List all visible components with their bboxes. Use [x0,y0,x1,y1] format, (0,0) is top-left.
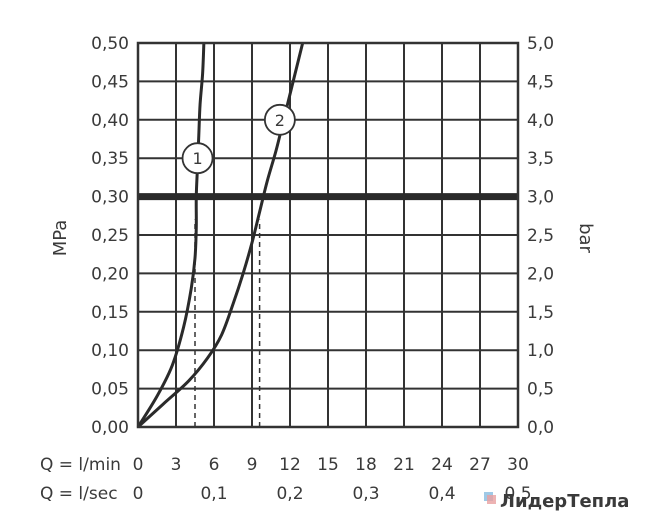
y-tick-label-left: 0,00 [91,418,129,438]
x-tick-label-lpm: 12 [279,455,301,475]
y-axis-right-label: bar [575,223,596,253]
watermark-logo-icon [484,492,496,504]
y-tick-label-right: 1,0 [527,341,554,361]
plot-frame [136,41,520,429]
x-tick-label-lpm: 24 [431,455,453,475]
y-tick-label-right: 0,0 [527,418,554,438]
watermark: ЛидерТепла [484,491,629,512]
x-tick-label-lpm: 9 [247,455,258,475]
curve-1 [136,42,206,428]
x-axis-row-label-lpm: Q = l/min [40,455,121,475]
curve-marker-label-2: 2 [275,111,285,130]
x-tick-label-lps: 0,4 [428,484,455,504]
y-axis-left-tick-labels: 0,00 0,05 0,10 0,15 0,20 0,25 0,30 0,35 0,40 0,45… [91,34,129,438]
y-tick-label-right: 1,5 [527,303,554,323]
y-tick-label-left: 0,25 [91,226,129,246]
y-tick-label-right: 3,0 [527,188,554,208]
y-tick-label-left: 0,05 [91,380,129,400]
curve-marker-circle-1 [181,142,214,175]
y-axis-right-tick-labels: 0,0 0,5 1,0 1,5 2,0 2,5 3,0 3,5 4,0 4,5 5,0 [527,34,554,438]
x-tick-label-lps: 0,1 [200,484,227,504]
y-tick-label-right: 0,5 [527,380,554,400]
y-tick-label-right: 4,5 [527,72,554,92]
curve-2 [136,42,305,429]
curves [136,42,305,429]
x-tick-label-lpm: 27 [469,455,491,475]
x-tick-label-lpm: 6 [209,455,220,475]
y-tick-label-right: 2,5 [527,226,554,246]
y-tick-label-right: 3,5 [527,149,554,169]
x-tick-label-lpm: 21 [393,455,415,475]
curve-markers: 12 [181,103,296,175]
y-tick-label-left: 0,20 [91,264,129,284]
y-tick-label-right: 2,0 [527,264,554,284]
x-tick-label-lps: 0,2 [276,484,303,504]
x-tick-label-lps: 0 [133,484,144,504]
watermark-text: ЛидерТепла [500,491,629,512]
x-tick-label-lps: 0,3 [352,484,379,504]
y-tick-label-left: 0,35 [91,149,129,169]
x-axis-tick-labels: 0 3 6 9 12 15 18 21 24 27 30 0 0,1 0,2 0,3 0,4 0,5 [133,455,532,504]
y-tick-label-left: 0,10 [91,341,129,361]
x-tick-label-lpm: 3 [171,455,182,475]
x-tick-label-lpm: 0 [133,455,144,475]
y-tick-label-left: 0,40 [91,111,129,131]
x-axis-row-label-lps: Q = l/sec [40,484,118,504]
x-tick-label-lps: 0,5 [504,484,531,504]
x-tick-label-lpm: 18 [355,455,377,475]
x-tick-label-lpm: 30 [507,455,529,475]
y-axis-left-label: MPa [50,220,71,257]
y-tick-label-left: 0,15 [91,303,129,323]
curve-marker-label-1: 1 [192,149,202,168]
plot-border [136,41,520,429]
y-tick-label-left: 0,50 [91,34,129,54]
y-tick-label-left: 0,30 [91,188,129,208]
curve-marker-circle-2 [263,103,296,136]
y-tick-label-right: 4,0 [527,111,554,131]
x-tick-label-lpm: 15 [317,455,339,475]
y-tick-label-right: 5,0 [527,34,554,54]
y-tick-label-left: 0,45 [91,72,129,92]
